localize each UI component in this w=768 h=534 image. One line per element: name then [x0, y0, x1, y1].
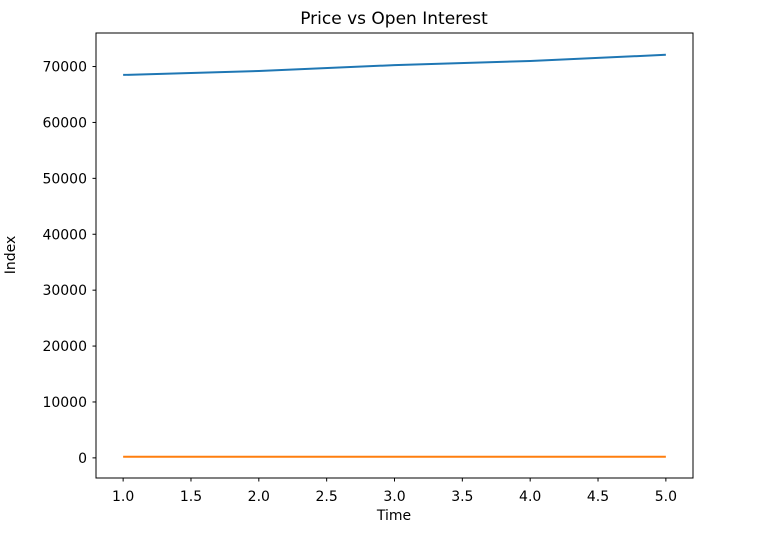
y-tick-label: 0: [78, 451, 87, 467]
x-tick-label: 5.0: [655, 489, 677, 505]
lines-layer: [123, 53, 666, 458]
axes-frame: [95, 32, 694, 479]
x-tick-label: 1.5: [180, 489, 202, 505]
y-tick-label: 10000: [42, 395, 87, 411]
x-tick-label: 2.0: [248, 489, 270, 505]
y-tick-label: 20000: [42, 339, 87, 355]
y-tick-label: 40000: [42, 227, 87, 243]
y-tick-label: 30000: [42, 283, 87, 299]
x-tick-label: 2.5: [316, 489, 338, 505]
y-tick-label: 50000: [42, 171, 87, 187]
chart-title: Price vs Open Interest: [300, 9, 488, 29]
x-tick-label: 4.0: [519, 489, 541, 505]
y-tick-label: 60000: [42, 115, 87, 131]
y-tick-label: 70000: [42, 60, 87, 76]
x-tick-label: 3.0: [383, 489, 405, 505]
y-axis-label: Index: [3, 236, 19, 275]
x-tick-label: 3.5: [451, 489, 473, 505]
ticks-layer: 1.0 1.5 2.0 2.5 3.0 3.5 4.0 4.5 5.0 0 10000 20000 30…: [42, 60, 677, 505]
x-axis-label: Time: [376, 508, 411, 524]
x-tick-label: 1.0: [112, 489, 134, 505]
x-tick-label: 4.5: [587, 489, 609, 505]
price-line: [123, 53, 666, 76]
